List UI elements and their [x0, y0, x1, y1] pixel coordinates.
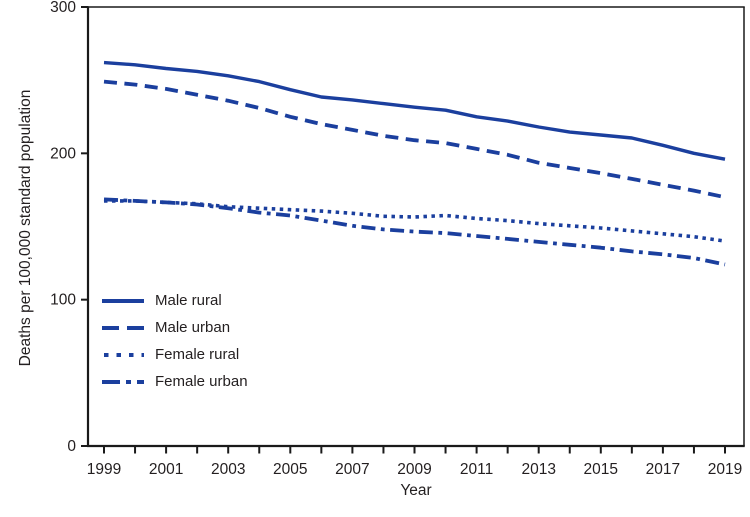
series-line-male-urban: [103, 79, 726, 200]
legend-item-male-urban: Male urban: [101, 314, 248, 341]
legend-label: Female rural: [155, 346, 240, 363]
legend-swatch-solid-line-icon: [102, 298, 144, 303]
legend: Male rural Male urban Female rural Femal…: [101, 287, 248, 395]
series-line-female-urban: [103, 197, 726, 267]
y-tick-label: 100: [50, 292, 76, 309]
y-tick-label: 200: [50, 145, 76, 162]
legend-item-female-rural: Female rural: [101, 341, 248, 368]
series-line-male-rural: [103, 60, 726, 161]
x-tick-label: 2017: [646, 461, 680, 478]
legend-swatch-dotted-line-icon: [104, 352, 144, 357]
x-tick-label: 2009: [397, 461, 431, 478]
x-tick-label: 2007: [335, 461, 369, 478]
data-series: [103, 60, 726, 267]
legend-item-female-urban: Female urban: [101, 368, 248, 395]
legend-label: Female urban: [155, 373, 248, 390]
x-tick-label: 1999: [87, 461, 121, 478]
axis-ticks: 0 100 200 300 1999 2001 2003 2005 2007 2009 2011 20…: [50, 0, 742, 478]
legend-label: Male urban: [155, 319, 231, 336]
x-axis-title: Year: [400, 482, 432, 499]
x-tick-label: 2019: [708, 461, 742, 478]
x-tick-label: 2001: [149, 461, 183, 478]
legend-item-male-rural: Male rural: [101, 287, 248, 314]
y-tick-label: 300: [50, 0, 76, 16]
x-tick-label: 2003: [211, 461, 245, 478]
series-line-female-rural: [104, 199, 726, 243]
legend-swatch-dashdot-line-icon: [102, 379, 144, 384]
y-axis-title: Deaths per 100,000 standard population: [17, 89, 34, 367]
x-tick-label: 2015: [584, 461, 618, 478]
x-tick-label: 2005: [273, 461, 307, 478]
x-tick-label: 2013: [521, 461, 555, 478]
x-tick-label: 2011: [460, 461, 493, 478]
legend-label: Male rural: [155, 292, 222, 309]
y-tick-label: 0: [67, 438, 76, 455]
legend-swatch-dashed-line-icon: [102, 325, 144, 330]
